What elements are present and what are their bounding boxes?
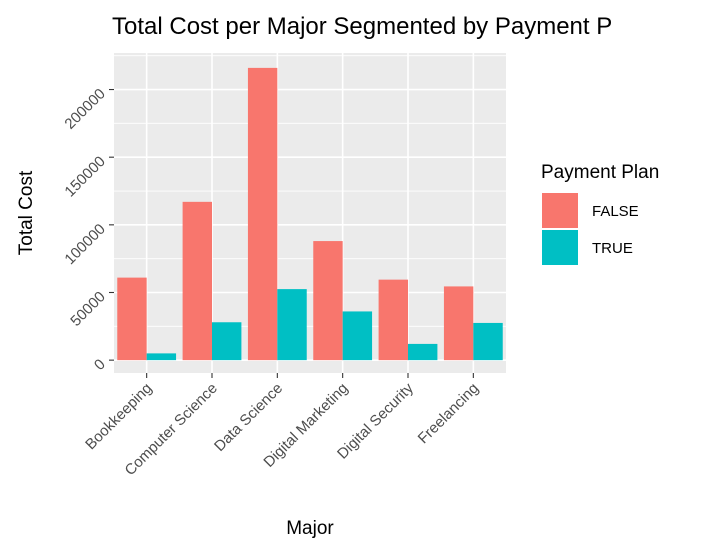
- x-tick-label: Bookkeeping: [82, 380, 155, 453]
- y-tick-label: 0: [91, 356, 109, 374]
- bar-false-freelancing: [443, 286, 474, 361]
- bar-false-data-science: [247, 67, 278, 361]
- bar-true-computer-science: [212, 322, 242, 361]
- bar-true-digital-marketing: [342, 311, 373, 361]
- x-tick-label: Freelancing: [415, 380, 482, 447]
- bar-false-digital-security: [378, 279, 408, 361]
- legend: Payment Plan FALSE TRUE: [541, 162, 659, 265]
- y-tick-label: 150000: [61, 153, 108, 200]
- y-tick-label: 200000: [61, 85, 108, 132]
- bar-false-computer-science: [182, 201, 212, 361]
- bar-false-bookkeeping: [117, 277, 147, 361]
- bars-group: [117, 67, 503, 361]
- bar-false-digital-marketing: [313, 241, 343, 361]
- x-axis-title: Major: [286, 518, 334, 539]
- legend-label-false: FALSE: [592, 203, 639, 220]
- plot-panel: [114, 53, 506, 373]
- bar-true-bookkeeping: [146, 353, 177, 361]
- legend-title: Payment Plan: [541, 162, 659, 183]
- legend-label-true: TRUE: [592, 240, 633, 257]
- legend-key-false: [542, 193, 578, 228]
- legend-key-true: [542, 230, 578, 265]
- bar-true-freelancing: [473, 322, 503, 361]
- y-axis-title: Total Cost: [16, 170, 37, 255]
- y-tick-label: 50000: [67, 288, 109, 330]
- chart-title: Total Cost per Major Segmented by Paymen…: [112, 13, 612, 40]
- y-tick-label: 100000: [61, 221, 108, 268]
- bar-true-data-science: [277, 289, 307, 361]
- bar-true-digital-security: [408, 343, 438, 361]
- minor-gridlines: [114, 55, 506, 327]
- y-axis: 0 50000 100000 150000 200000: [61, 85, 114, 374]
